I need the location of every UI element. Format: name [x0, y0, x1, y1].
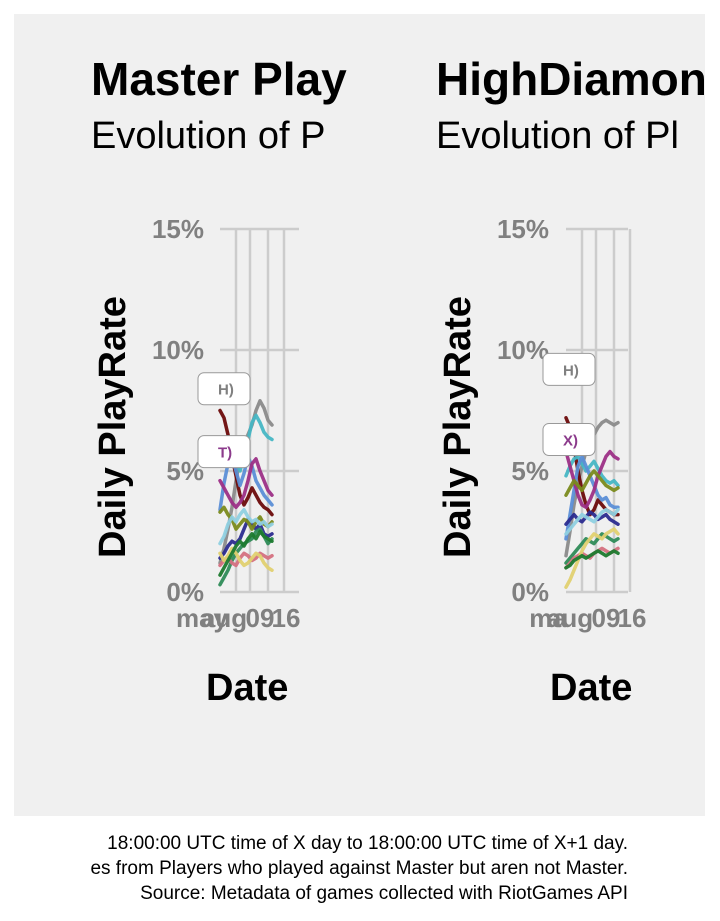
label-box — [197, 372, 251, 406]
y-tick-label: 15% — [497, 214, 549, 244]
x-tick-label: 09 — [246, 603, 275, 633]
label-text: X) — [563, 433, 578, 450]
series-line — [218, 507, 274, 546]
y-tick-label: 10% — [497, 335, 549, 365]
label-box — [542, 423, 596, 457]
x-axis-label: Date — [206, 667, 289, 709]
x-tick-label: 09 — [592, 603, 621, 633]
series-line — [564, 510, 620, 526]
series-line — [218, 546, 274, 572]
series-line — [564, 454, 620, 488]
series-line — [218, 457, 274, 510]
y-tick-label: 10% — [152, 335, 204, 365]
y-tick-label: 5% — [511, 456, 549, 486]
label-text: H) — [218, 382, 234, 399]
series-line — [564, 532, 620, 565]
chart-title: Master Play — [91, 53, 347, 105]
chart-master: Master Play Evolution of P Daily PlayRat… — [14, 0, 360, 921]
x-tick-label: 16 — [272, 603, 301, 633]
chart-subtitle: Evolution of Pl — [436, 115, 679, 157]
caption-line-3: Source: Metadata of games collected with… — [140, 883, 628, 904]
series-line — [564, 507, 620, 536]
y-tick-label: 15% — [152, 214, 204, 244]
x-axis-label: Date — [550, 667, 633, 709]
series-line — [564, 527, 620, 589]
chart-subtitle: Evolution of P — [91, 115, 326, 157]
caption-line-2: es from Players who played against Maste… — [90, 858, 628, 879]
y-tick-label: 0% — [511, 577, 549, 607]
caption-line-1: 18:00:00 UTC time of X day to 18:00:00 U… — [107, 833, 628, 854]
label-box — [542, 352, 596, 386]
x-tick-label: may — [176, 603, 229, 633]
series-line — [564, 469, 620, 497]
x-tick-label: ma — [529, 603, 567, 633]
plot-background — [14, 14, 705, 816]
series-line — [218, 529, 274, 577]
label-text: T) — [218, 445, 232, 462]
x-tick-label: aug — [547, 603, 593, 633]
x-tick-label: aug — [201, 603, 247, 633]
series-line — [564, 549, 620, 570]
chart-highdiamond: HighDiamon Evolution of Pl Daily PlayRat… — [360, 0, 705, 921]
label-box — [197, 435, 251, 469]
label-text: H) — [563, 362, 579, 379]
chart-title: HighDiamon — [436, 53, 705, 105]
x-tick-label: 16 — [618, 603, 647, 633]
y-tick-label: 0% — [166, 577, 204, 607]
